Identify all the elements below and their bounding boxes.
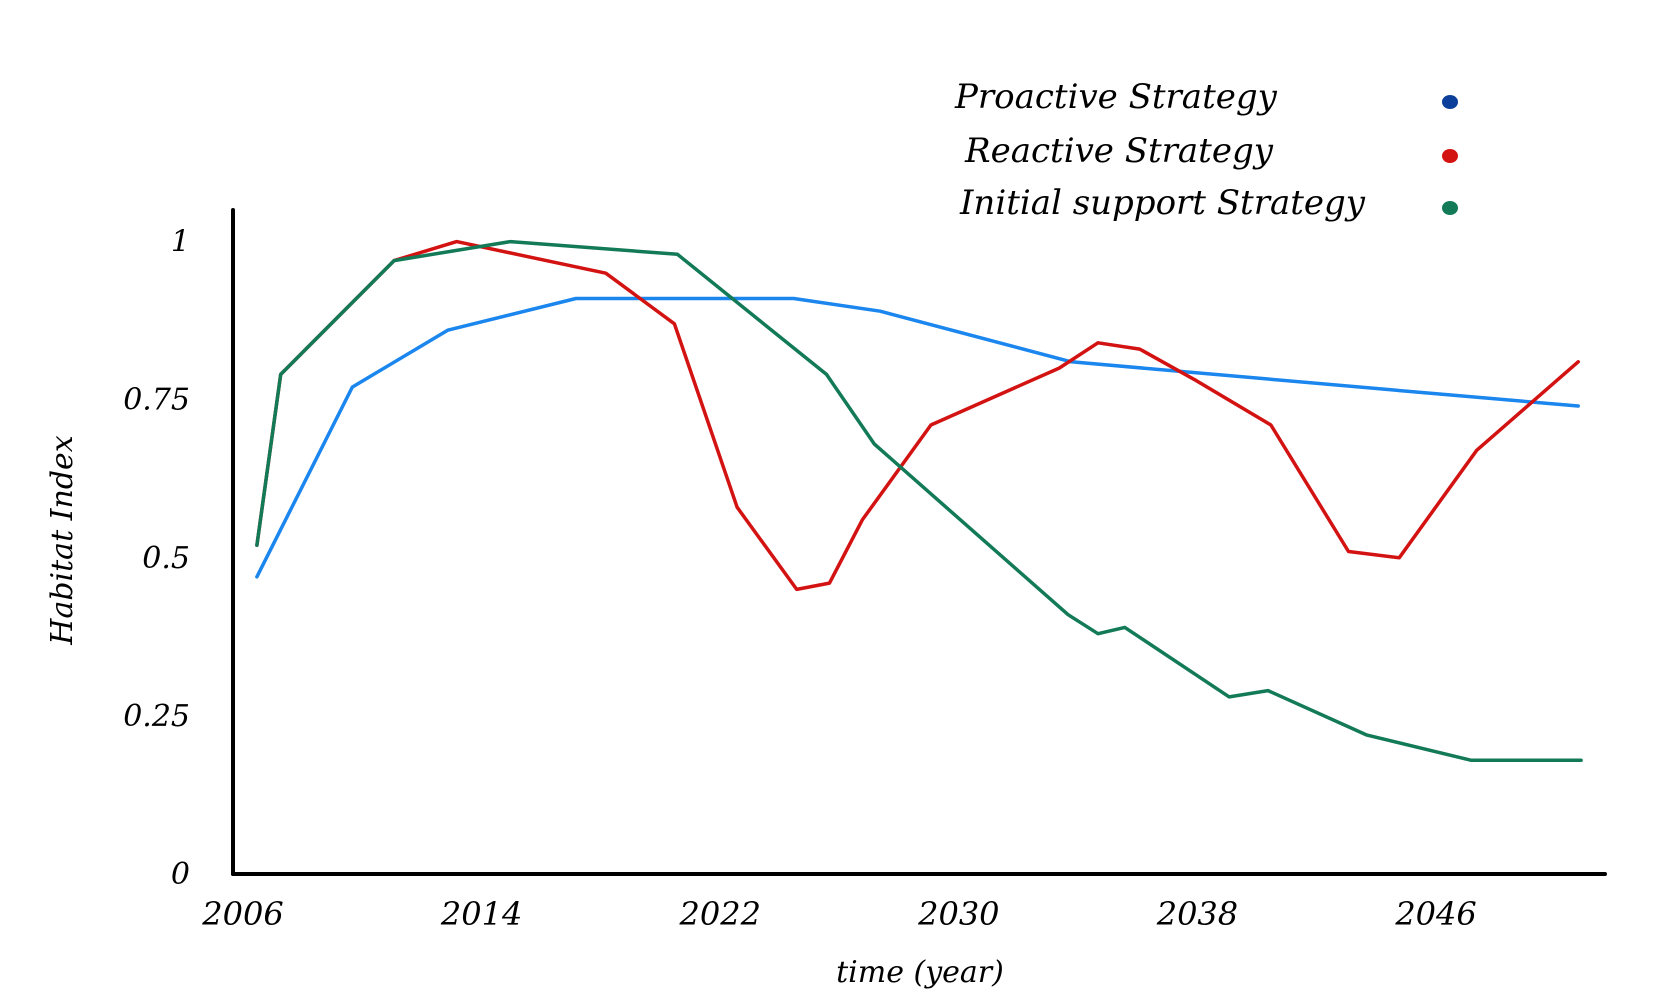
y-tick-label: 0.5 — [142, 541, 190, 576]
legend-label-2: Reactive Strategy — [964, 131, 1274, 171]
x-tick-label: 2006 — [201, 895, 283, 933]
legend: Proactive Strategy Reactive Strategy Initi… — [954, 77, 1458, 223]
legend-label-1: Proactive Strategy — [954, 77, 1278, 117]
legend-marker-2 — [1442, 149, 1458, 163]
legend-label-3: Initial support Strategy — [959, 183, 1366, 223]
x-axis-title: time (year) — [836, 955, 1004, 990]
legend-marker-1 — [1442, 95, 1458, 109]
x-tick-label: 2022 — [678, 895, 760, 933]
y-tick-labels: 0 0.25 0.5 0.75 1 — [123, 225, 190, 892]
y-tick-label: 1 — [171, 225, 190, 260]
series-line-3 — [255, 239, 1583, 762]
y-axis-title: Habitat Index — [45, 435, 80, 646]
x-tick-label: 2014 — [440, 895, 522, 933]
x-tick-label: 2030 — [917, 895, 999, 933]
x-tick-labels: 2006 2014 2022 2030 2038 2046 — [201, 895, 1476, 933]
y-tick-label: 0.75 — [123, 383, 190, 418]
series-line-1 — [255, 296, 1580, 579]
y-tick-label: 0.25 — [123, 699, 190, 734]
y-tick-label: 0 — [171, 857, 190, 892]
series-line-2 — [255, 239, 1580, 592]
x-tick-label: 2038 — [1156, 895, 1238, 933]
x-tick-label: 2046 — [1394, 895, 1476, 933]
legend-marker-3 — [1442, 201, 1458, 215]
series-lines — [255, 239, 1583, 762]
